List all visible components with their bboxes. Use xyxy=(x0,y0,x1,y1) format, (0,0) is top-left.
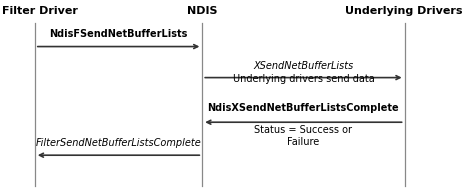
Text: NDIS: NDIS xyxy=(187,6,218,16)
Text: Status = Success or
Failure: Status = Success or Failure xyxy=(254,125,352,147)
Text: Filter Driver: Filter Driver xyxy=(2,6,78,16)
Text: XSendNetBufferLists: XSendNetBufferLists xyxy=(253,61,353,71)
Text: NdisXSendNetBufferListsComplete: NdisXSendNetBufferListsComplete xyxy=(207,103,399,113)
Text: Underlying Drivers: Underlying Drivers xyxy=(345,6,463,16)
Text: FilterSendNetBufferListsComplete: FilterSendNetBufferListsComplete xyxy=(36,138,201,148)
Text: Underlying drivers send data: Underlying drivers send data xyxy=(232,74,374,84)
Text: NdisFSendNetBufferLists: NdisFSendNetBufferLists xyxy=(49,29,188,39)
